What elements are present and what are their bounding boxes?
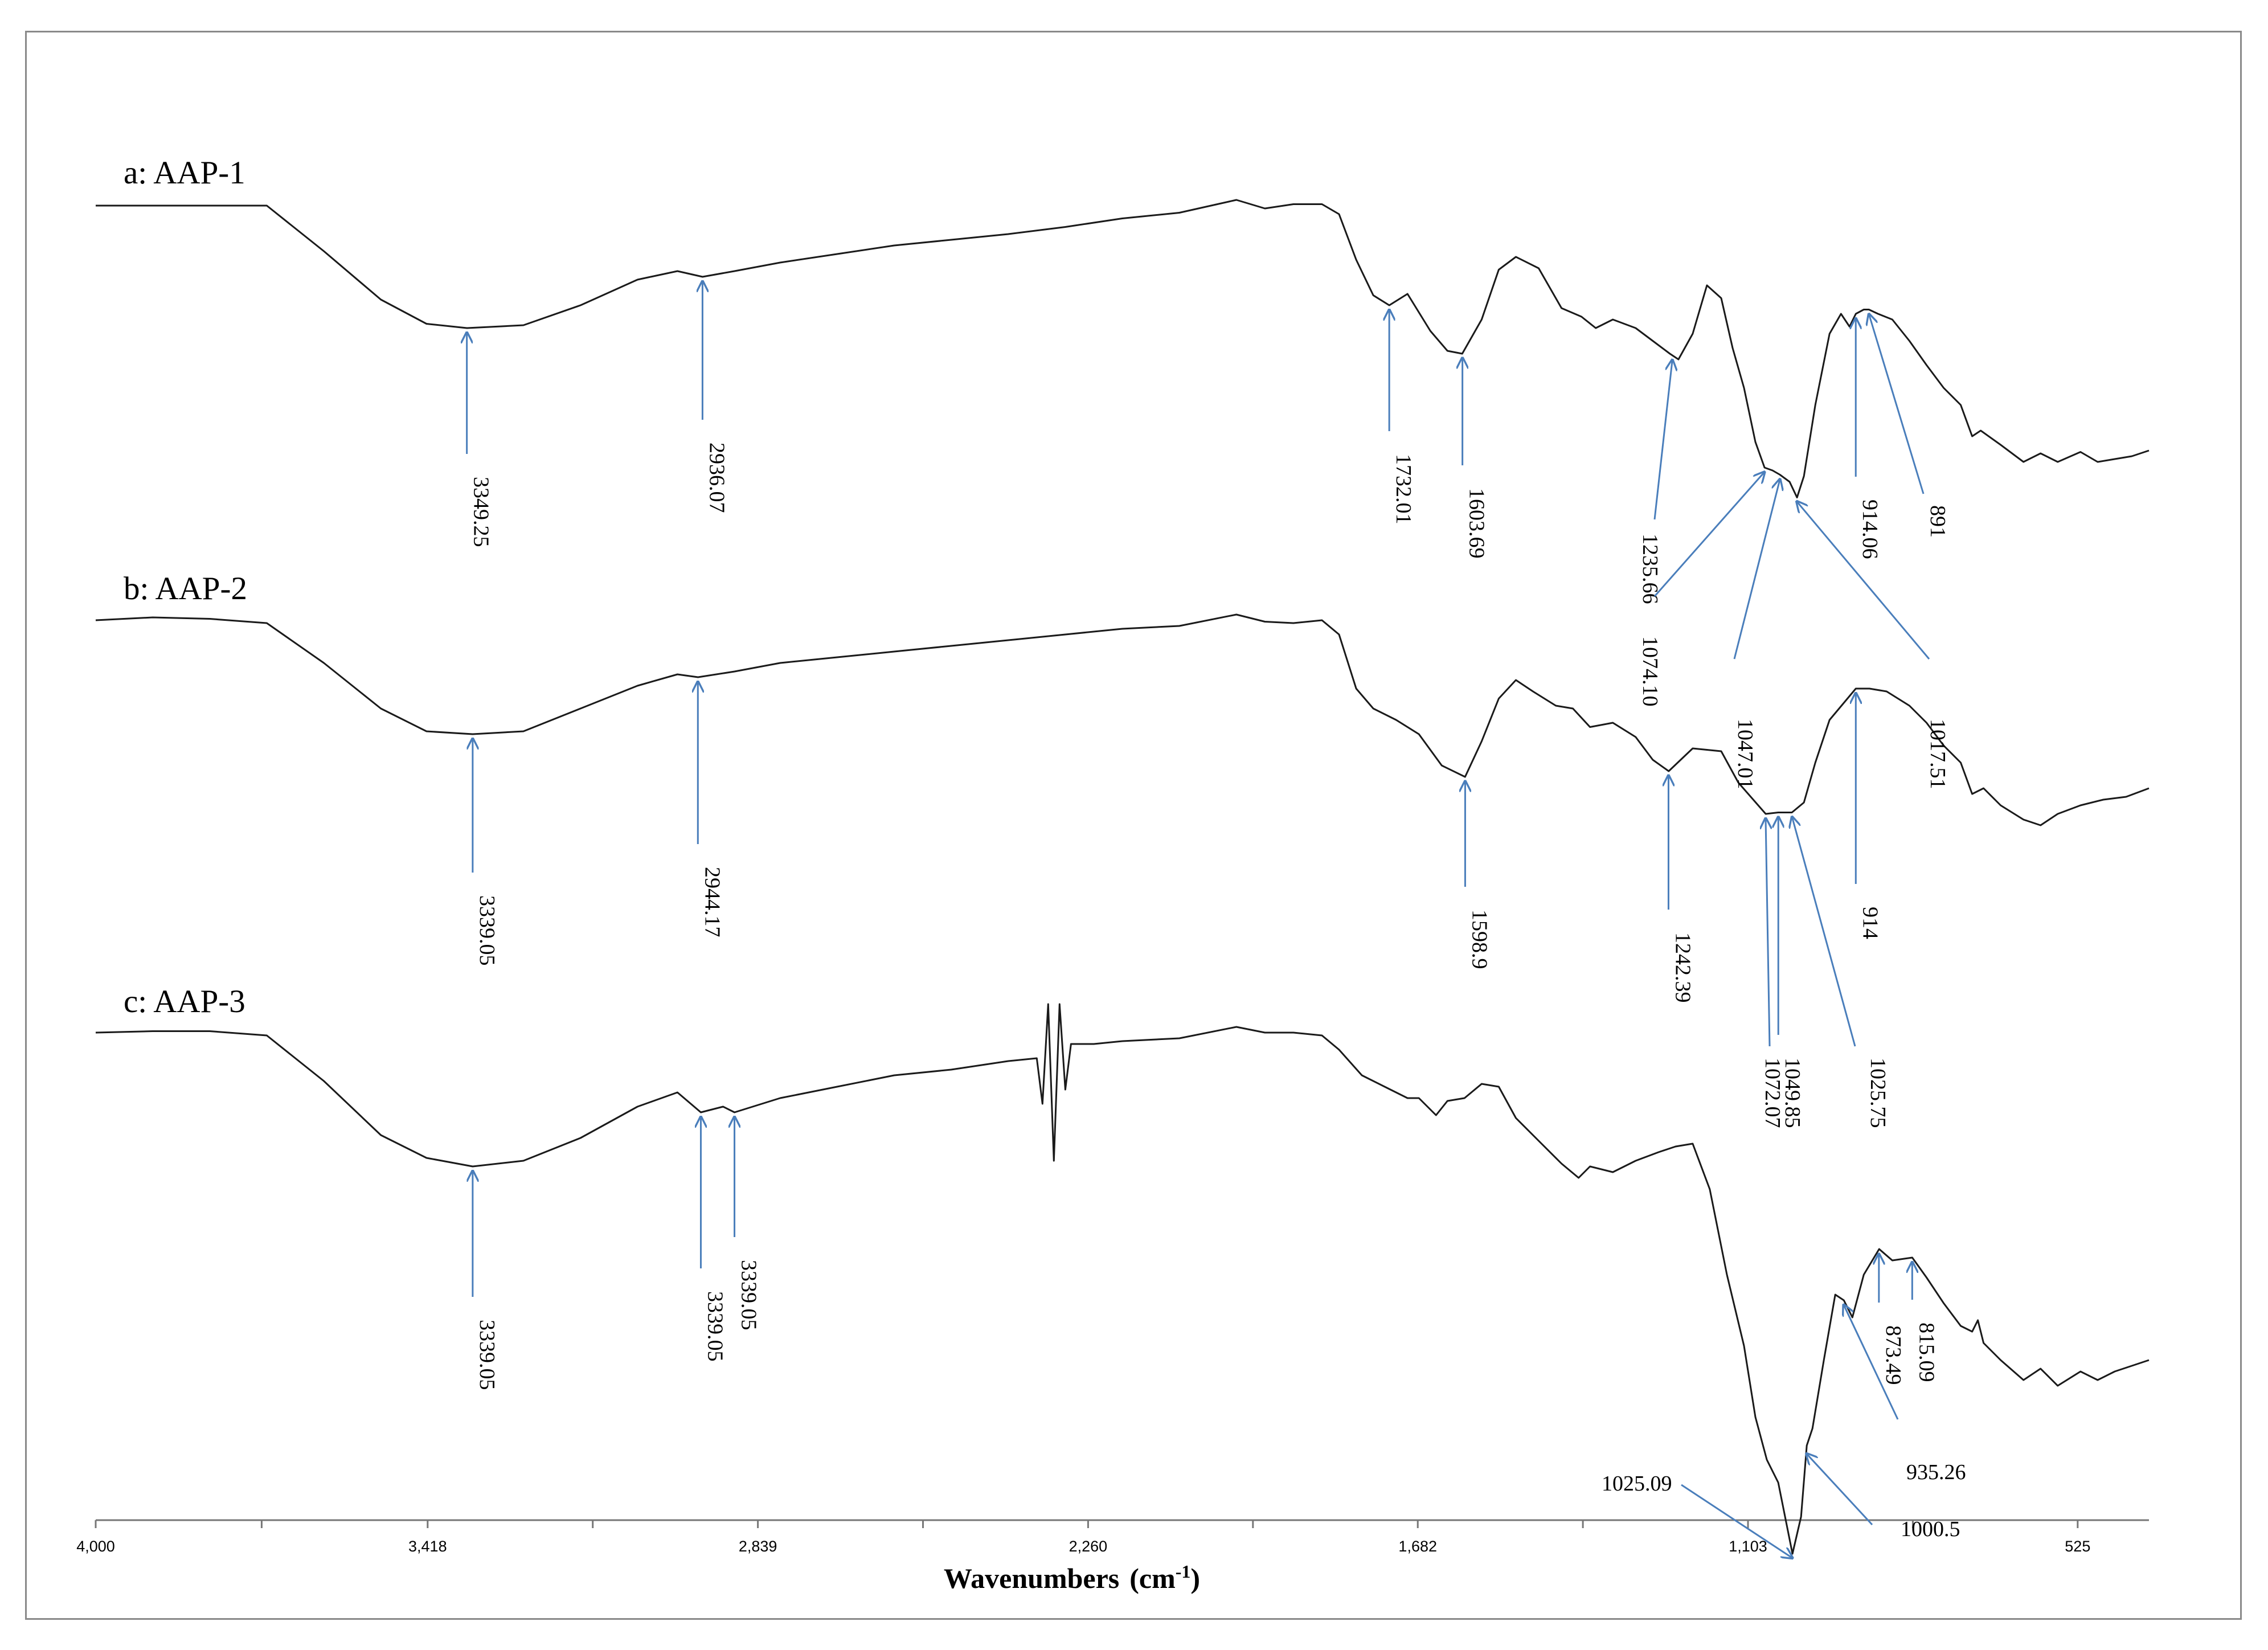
x-tick-label: 1,103 <box>1729 1538 1767 1555</box>
peak-label: 1072.07 <box>1761 1058 1784 1128</box>
peak-label: 3339.05 <box>703 1291 727 1362</box>
x-axis: 4,000 3,418 2,839 2,260 1,682 1,103 525 <box>76 1519 2149 1555</box>
series-label-2: b: AAP-2 <box>124 571 247 607</box>
peak-arrow <box>1792 817 1856 1047</box>
x-axis-unit: (cm <box>1129 1562 1176 1594</box>
ftir-chart: 4,000 3,418 2,839 2,260 1,682 1,103 525 a: AAP… <box>76 155 2150 1594</box>
series-labels: a: AAP-1 b: AAP-2 c: AAP-3 <box>124 155 247 1020</box>
peak-label: 1025.09 <box>1602 1472 1672 1496</box>
peak-label: 935.26 <box>1906 1460 1966 1484</box>
peak-arrow <box>1807 1454 1873 1526</box>
peak-label: 914 <box>1858 907 1882 939</box>
peak-label: 891 <box>1926 505 1950 538</box>
peak-label: 1000.5 <box>1901 1517 1960 1541</box>
peak-label: 1603.69 <box>1465 488 1489 559</box>
peak-arrow <box>1797 501 1930 660</box>
peak-arrow <box>1653 472 1765 597</box>
spectra <box>95 199 2150 1555</box>
peak-label: 1242.39 <box>1671 932 1694 1003</box>
peak-label: 1598.9 <box>1467 910 1491 969</box>
x-axis-title: Wavenumbers (cm-1) <box>944 1561 1200 1594</box>
peak-annotations: 3349.25 2936.07 1732.01 1603.69 1235.66 1074.… <box>467 281 1966 1558</box>
peak-arrow <box>1844 1305 1899 1420</box>
x-tick-label: 3,418 <box>408 1538 447 1555</box>
peak-label: 1732.01 <box>1391 454 1415 525</box>
x-axis-unit-close: ) <box>1190 1562 1200 1594</box>
peak-label: 3349.25 <box>469 477 493 547</box>
series-label-3: c: AAP-3 <box>124 984 245 1020</box>
spectrum-line-1 <box>96 199 2150 498</box>
peak-label: 1235.66 <box>1638 534 1662 604</box>
peak-label: 914.06 <box>1858 499 1882 559</box>
peak-arrow <box>1733 479 1780 660</box>
x-tick-label: 1,682 <box>1398 1538 1437 1555</box>
x-axis-unit-exponent: -1 <box>1176 1561 1191 1582</box>
peak-arrow <box>1681 1484 1792 1558</box>
peak-label: 3339.05 <box>475 1320 499 1390</box>
series-label-1: a: AAP-1 <box>124 155 245 191</box>
peak-label: 815.09 <box>1914 1323 1938 1382</box>
spectrum-line-2 <box>95 613 2150 826</box>
peak-label: 2944.17 <box>700 867 724 937</box>
peak-label: 2936.07 <box>705 443 728 513</box>
peak-label: 1074.10 <box>1638 636 1662 707</box>
peak-arrow <box>1869 314 1925 494</box>
peak-label: 1025.75 <box>1866 1058 1890 1128</box>
peak-arrow <box>1766 818 1770 1047</box>
chart-frame: 4,000 3,418 2,839 2,260 1,682 1,103 525 a: AAP… <box>25 31 2242 1620</box>
peak-label: 1017.51 <box>1926 719 1950 789</box>
x-tick-label: 2,260 <box>1069 1538 1108 1555</box>
peak-label: 873.49 <box>1881 1325 1905 1385</box>
peak-arrow <box>1653 360 1672 520</box>
spectrum-line-3 <box>95 1003 2150 1555</box>
x-tick-label: 4,000 <box>76 1538 115 1555</box>
peak-label: 1047.01 <box>1733 719 1757 789</box>
peak-label: 3339.05 <box>475 895 499 966</box>
x-axis-title-text: Wavenumbers <box>944 1562 1119 1594</box>
peak-label: 1049.85 <box>1780 1058 1804 1128</box>
x-tick-label: 2,839 <box>739 1538 777 1555</box>
x-tick-label: 525 <box>2065 1538 2090 1555</box>
peak-label: 3339.05 <box>737 1260 761 1330</box>
